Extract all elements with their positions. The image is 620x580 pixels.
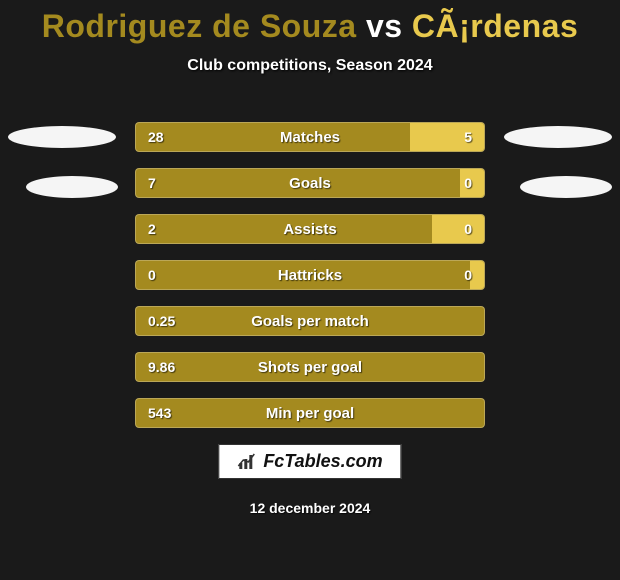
- player-badge-right: [504, 126, 612, 148]
- page-title: Rodriguez de Souza vs CÃ¡rdenas: [0, 0, 620, 45]
- stat-right-value: 0: [452, 215, 484, 243]
- stat-right-value: 5: [452, 123, 484, 151]
- title-vs: vs: [357, 8, 412, 44]
- chart-icon: [237, 453, 257, 471]
- stat-row: 7Goals0: [135, 168, 485, 198]
- branding-badge[interactable]: FcTables.com: [218, 444, 401, 479]
- stat-row: 0.25Goals per match: [135, 306, 485, 336]
- date-label: 12 december 2024: [0, 500, 620, 516]
- title-player1: Rodriguez de Souza: [42, 8, 357, 44]
- stat-label: Hattricks: [136, 261, 484, 289]
- title-player2: CÃ¡rdenas: [412, 8, 578, 44]
- branding-text: FcTables.com: [263, 451, 382, 472]
- stat-label: Goals: [136, 169, 484, 197]
- stat-right-value: 0: [452, 261, 484, 289]
- stat-row: 28Matches5: [135, 122, 485, 152]
- stat-row: 543Min per goal: [135, 398, 485, 428]
- player-badge-left: [26, 176, 118, 198]
- stat-label: Assists: [136, 215, 484, 243]
- stat-row: 2Assists0: [135, 214, 485, 244]
- stat-row: 0Hattricks0: [135, 260, 485, 290]
- stat-label: Shots per goal: [136, 353, 484, 381]
- player-badge-right: [520, 176, 612, 198]
- stat-right-value: 0: [452, 169, 484, 197]
- stat-label: Matches: [136, 123, 484, 151]
- comparison-chart: 28Matches57Goals02Assists00Hattricks00.2…: [135, 122, 485, 444]
- subtitle: Club competitions, Season 2024: [0, 57, 620, 75]
- stat-label: Min per goal: [136, 399, 484, 427]
- stat-label: Goals per match: [136, 307, 484, 335]
- stat-row: 9.86Shots per goal: [135, 352, 485, 382]
- player-badge-left: [8, 126, 116, 148]
